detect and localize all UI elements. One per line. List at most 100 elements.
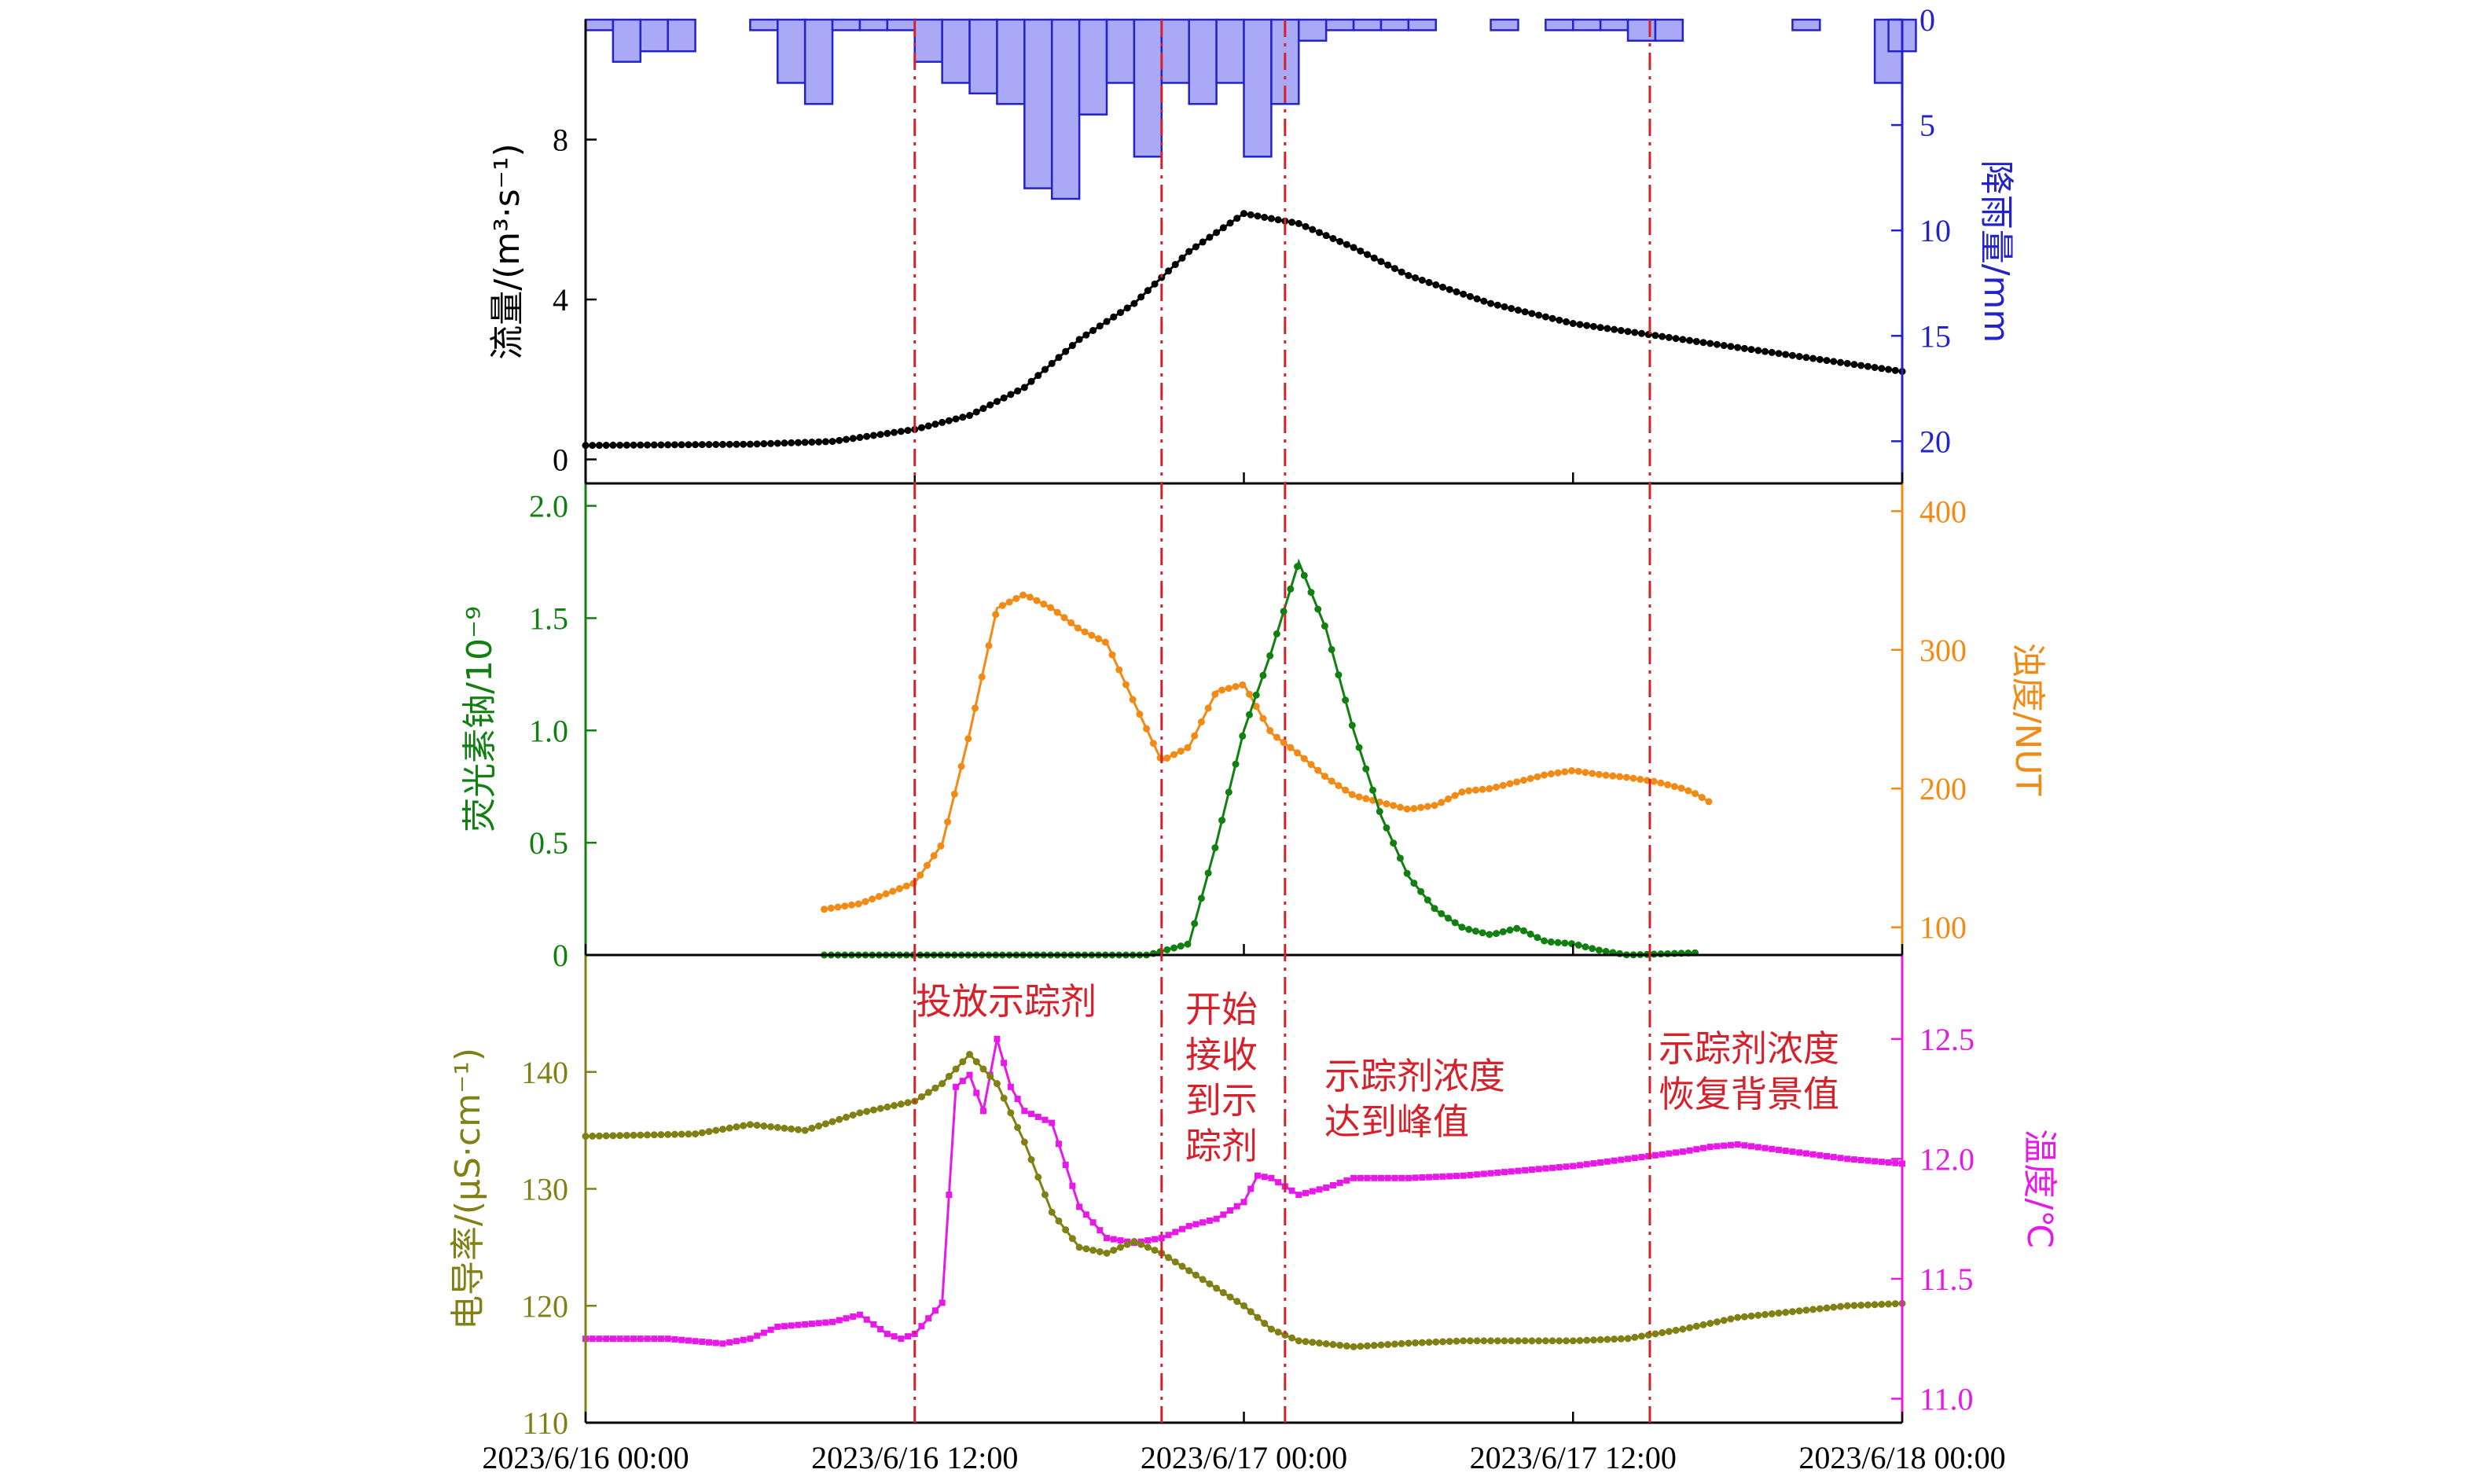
fluorescein-point <box>1307 589 1315 597</box>
flow-point <box>1617 326 1625 334</box>
conductivity-point <box>616 1132 624 1140</box>
x-tick-label: 2023/6/17 12:00 <box>1470 1440 1677 1475</box>
flow-ytick-label: 8 <box>553 123 568 158</box>
conductivity-point <box>1000 1094 1008 1102</box>
temperature-point <box>1426 1174 1433 1181</box>
conductivity-point <box>959 1058 967 1066</box>
flow-point <box>917 424 925 432</box>
temperature-point <box>1302 1189 1310 1196</box>
flow-point <box>836 436 843 444</box>
fluorescein-point <box>1444 914 1452 922</box>
fluorescein-point <box>1225 788 1232 796</box>
turbidity-point <box>992 611 1000 619</box>
fluorescein-point <box>1513 924 1521 932</box>
flow-point <box>1158 274 1166 281</box>
flow-point <box>1110 313 1118 321</box>
temperature-point <box>1158 1235 1165 1242</box>
conductivity-point <box>1754 1311 1762 1319</box>
temperature-point <box>1556 1164 1563 1171</box>
temperature-point <box>1727 1141 1734 1148</box>
conductivity-point <box>1412 1339 1420 1346</box>
turbidity-point <box>1581 769 1589 777</box>
temperature-point <box>1275 1179 1282 1186</box>
turbidity-point <box>1479 785 1486 793</box>
turbidity-line <box>824 593 1711 911</box>
temperature-point <box>767 1326 774 1333</box>
temperature-point <box>1796 1149 1803 1156</box>
temperature-point <box>1412 1174 1419 1181</box>
flow-point <box>1357 247 1365 255</box>
turbidity-point <box>882 890 890 898</box>
temperature-point <box>1247 1185 1255 1192</box>
conductivity-point <box>1878 1300 1886 1308</box>
temperature-point <box>1817 1152 1824 1159</box>
temperature-point <box>1789 1148 1796 1155</box>
temperature-point <box>1391 1174 1398 1181</box>
turbidity-point <box>1129 696 1137 703</box>
flow-point <box>1007 391 1015 399</box>
conductivity-point <box>1651 1330 1659 1338</box>
temperature-point <box>808 1321 815 1328</box>
temperature-point <box>1240 1199 1247 1206</box>
turbidity-point <box>1362 795 1370 803</box>
conductivity-point <box>1734 1313 1742 1321</box>
flow-point <box>1000 394 1008 402</box>
x-tick-label: 2023/6/16 00:00 <box>482 1440 689 1475</box>
flow-point <box>1438 283 1446 291</box>
conductivity-point <box>1370 1342 1378 1350</box>
rain-bar <box>1105 18 1136 84</box>
flow-point <box>931 421 939 428</box>
event-annotation: 踪剂 <box>1185 1125 1258 1167</box>
flow-point <box>1178 254 1186 262</box>
flow-point <box>808 438 816 446</box>
temperature-point <box>1590 1160 1597 1167</box>
fluorescein-ytick-label: 1.0 <box>529 713 568 748</box>
flow-point <box>788 439 795 446</box>
temperature-point <box>1830 1154 1837 1161</box>
fluorescein-point <box>1424 896 1431 904</box>
temperature-point <box>774 1323 781 1330</box>
turbidity-point <box>1526 774 1534 782</box>
temperature-point <box>1741 1142 1748 1149</box>
fluorescein-point <box>1218 817 1226 825</box>
fluorescein-point <box>1163 946 1171 953</box>
conductivity-point <box>1501 1337 1508 1345</box>
flow-point <box>698 441 706 449</box>
temperature-point <box>671 1335 678 1343</box>
temperature-point <box>1268 1174 1275 1181</box>
temperature-point <box>1021 1107 1028 1115</box>
conductivity-point <box>1583 1336 1591 1344</box>
conductivity-ytick-label: 110 <box>522 1405 568 1441</box>
temperature-point <box>1165 1232 1172 1239</box>
temperature-point <box>1604 1158 1611 1165</box>
flow-point <box>767 439 775 447</box>
temperature-point <box>1631 1155 1638 1162</box>
temperature-point <box>863 1316 870 1323</box>
flow-point <box>904 427 912 435</box>
conductivity-point <box>1329 1341 1337 1349</box>
temperature-point <box>1001 1060 1008 1067</box>
conductivity-point <box>1514 1337 1522 1345</box>
flow-point <box>746 440 754 448</box>
turbidity-point <box>1218 686 1226 694</box>
temperature-point <box>1651 1152 1659 1159</box>
flow-point <box>1713 340 1721 348</box>
flow-point <box>1541 313 1549 321</box>
conductivity-point <box>1563 1337 1570 1345</box>
temperature-point <box>1357 1174 1364 1181</box>
temperature-point <box>850 1313 857 1320</box>
event-annotation: 示踪剂浓度 <box>1659 1027 1839 1070</box>
turbidity-point <box>972 704 979 712</box>
temperature-point <box>603 1335 610 1343</box>
temperature-point <box>966 1071 973 1078</box>
flow-point <box>1508 304 1515 312</box>
conductivity-point <box>931 1084 939 1092</box>
turbidity-point <box>1342 786 1350 794</box>
conductivity-ytick-label: 120 <box>521 1288 568 1324</box>
flow-point <box>1672 335 1680 343</box>
conductivity-point <box>1206 1280 1214 1287</box>
temperature-point <box>795 1321 802 1328</box>
flow-point <box>1679 336 1687 343</box>
flow-point <box>1548 314 1556 322</box>
conductivity-point <box>1295 1337 1302 1345</box>
